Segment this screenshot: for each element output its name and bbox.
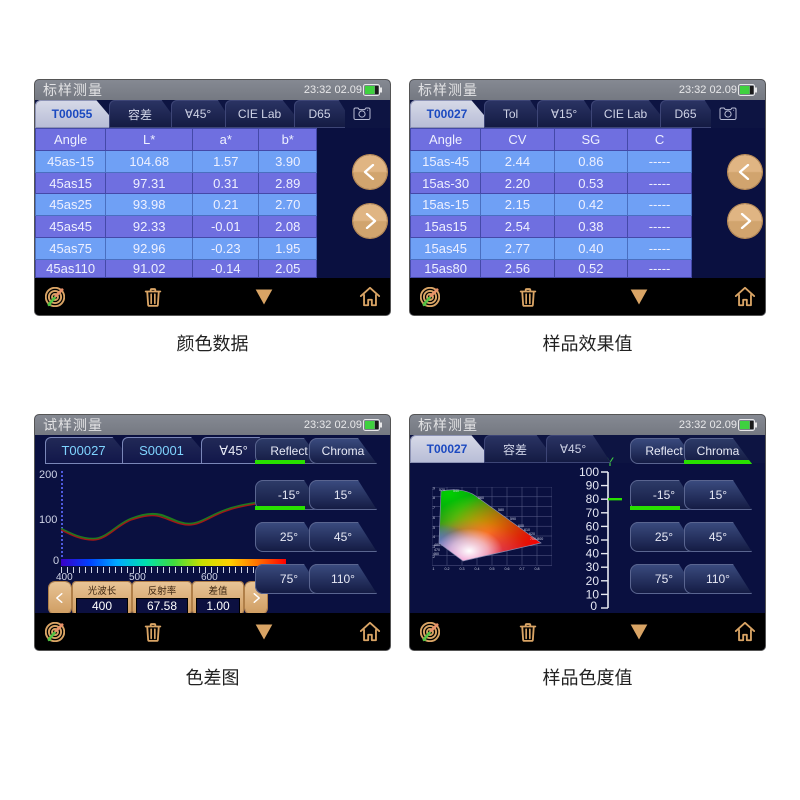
svg-text:520: 520: [439, 488, 445, 492]
svg-text:0.8: 0.8: [535, 567, 540, 571]
svg-text:620: 620: [529, 532, 535, 536]
svg-text:0.4: 0.4: [475, 567, 480, 571]
svg-text:40: 40: [586, 547, 600, 561]
svg-text:90: 90: [586, 479, 600, 493]
svg-text:0.8: 0.8: [432, 496, 435, 500]
svg-text:20: 20: [586, 574, 600, 588]
svg-text:700-800: 700-800: [530, 537, 543, 541]
svg-text:0.5: 0.5: [490, 567, 495, 571]
svg-text:560: 560: [478, 496, 484, 500]
svg-text:540: 540: [453, 489, 459, 493]
svg-text:0.3: 0.3: [460, 567, 465, 571]
svg-text:0.6: 0.6: [505, 567, 510, 571]
svg-text:80: 80: [586, 492, 600, 506]
svg-text:580: 580: [498, 508, 504, 512]
svg-text:590: 590: [510, 517, 516, 521]
svg-text:60: 60: [586, 519, 600, 533]
svg-text:0.5: 0.5: [432, 526, 435, 530]
svg-text:0.7: 0.7: [432, 506, 435, 510]
svg-text:0.6: 0.6: [432, 516, 435, 520]
svg-text:0: 0: [590, 599, 597, 613]
svg-text:100: 100: [579, 465, 599, 479]
svg-text:50: 50: [586, 533, 600, 547]
svg-text:0.4: 0.4: [432, 535, 435, 539]
svg-text:0.9: 0.9: [432, 487, 435, 491]
svg-text:0.3: 0.3: [432, 545, 435, 549]
svg-text:0.2: 0.2: [445, 567, 450, 571]
svg-text:0.2: 0.2: [432, 555, 435, 559]
svg-text:30: 30: [586, 560, 600, 574]
svg-text:70: 70: [586, 506, 600, 520]
svg-text:0.1: 0.1: [432, 567, 435, 571]
svg-text:0.7: 0.7: [520, 567, 525, 571]
